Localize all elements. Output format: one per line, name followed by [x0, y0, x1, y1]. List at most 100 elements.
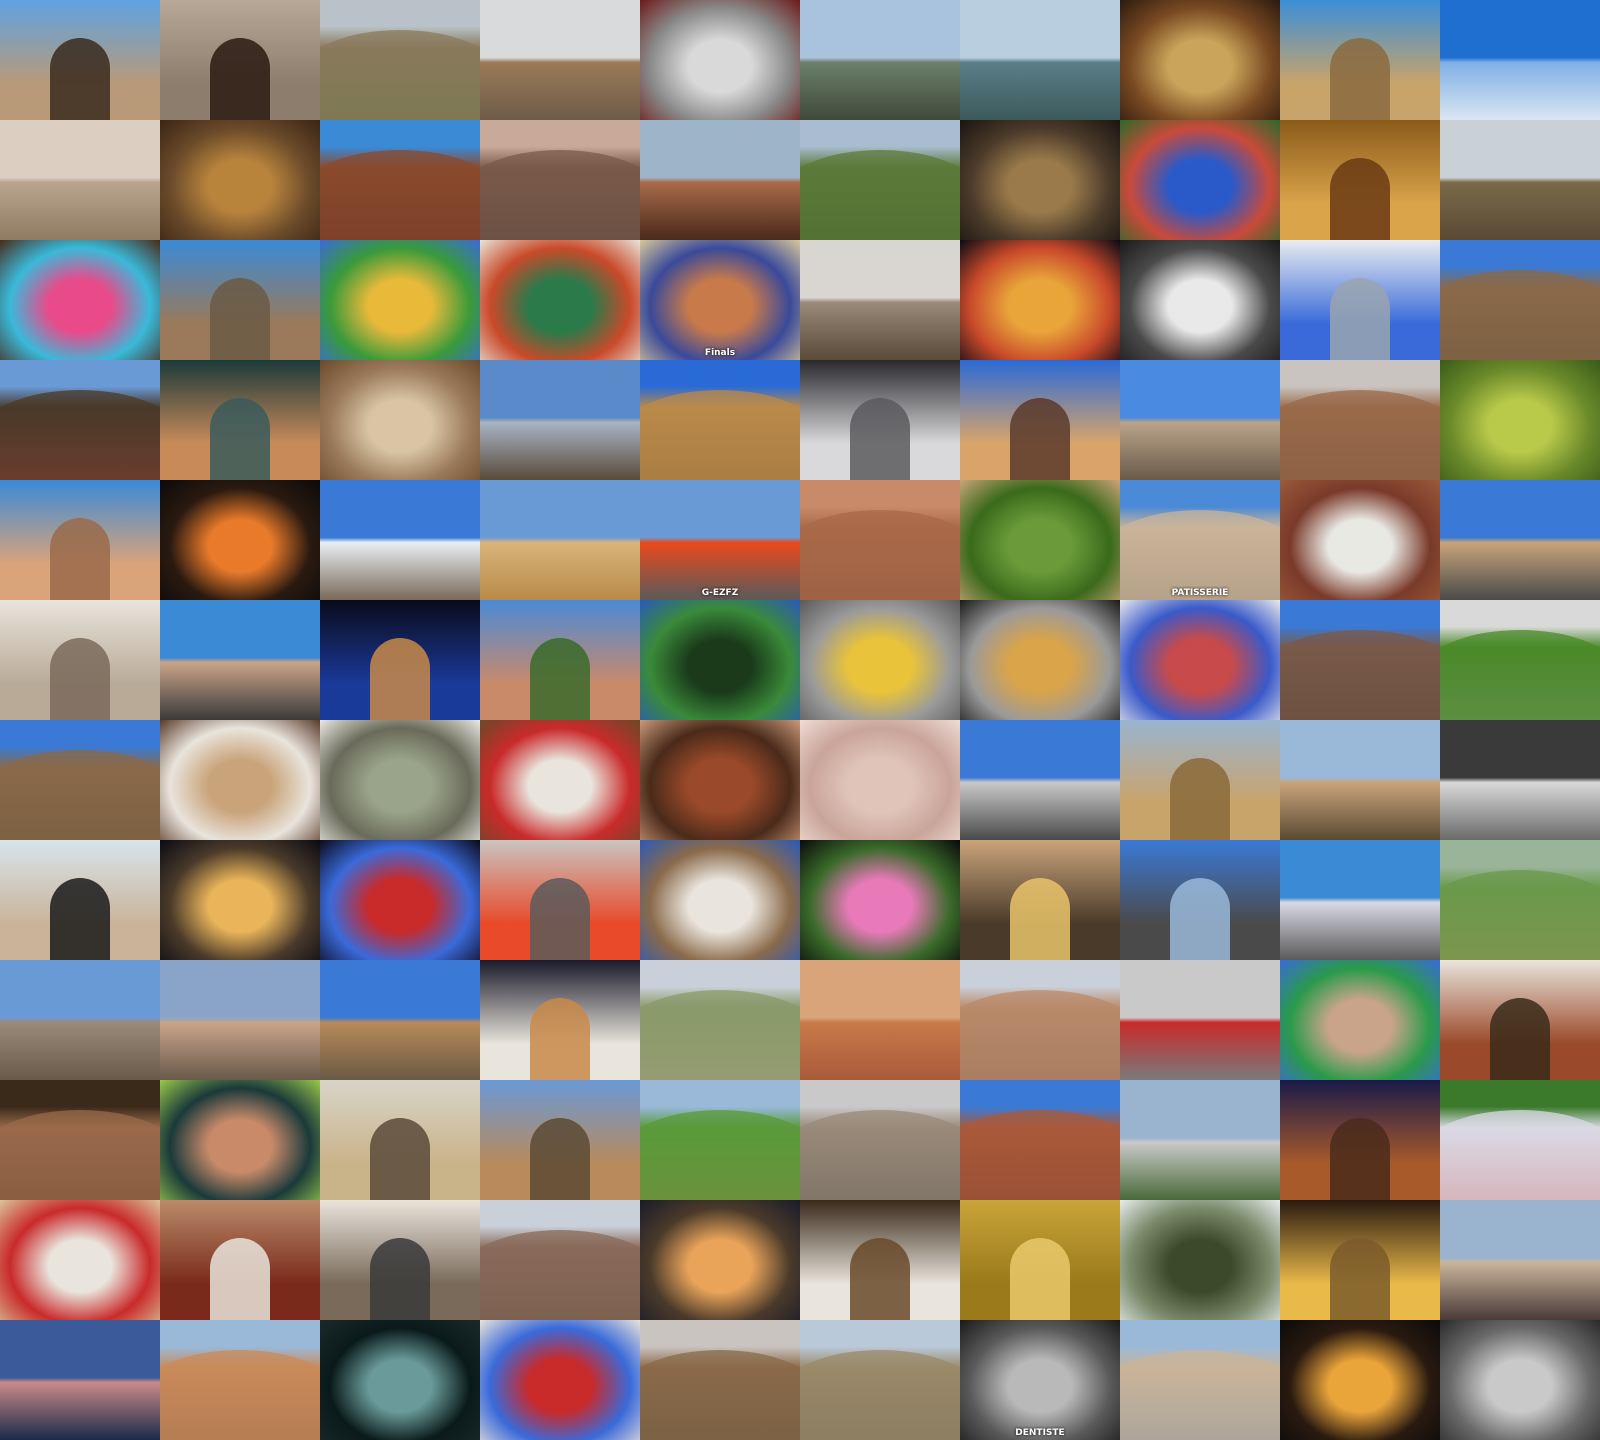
photo-tile[interactable]: [1280, 1320, 1440, 1440]
photo-tile[interactable]: [640, 0, 800, 120]
photo-tile[interactable]: [960, 240, 1120, 360]
photo-tile[interactable]: [160, 960, 320, 1080]
photo-tile[interactable]: [800, 120, 960, 240]
photo-tile[interactable]: [480, 720, 640, 840]
photo-tile[interactable]: [1440, 720, 1600, 840]
photo-tile[interactable]: [320, 360, 480, 480]
photo-tile[interactable]: [320, 720, 480, 840]
photo-tile[interactable]: [0, 1080, 160, 1200]
photo-tile[interactable]: [640, 600, 800, 720]
photo-tile[interactable]: [320, 1320, 480, 1440]
photo-tile[interactable]: [160, 0, 320, 120]
photo-tile[interactable]: [1280, 1200, 1440, 1320]
photo-tile[interactable]: [640, 960, 800, 1080]
photo-tile[interactable]: [1120, 1080, 1280, 1200]
photo-tile[interactable]: [480, 360, 640, 480]
photo-tile[interactable]: [160, 1320, 320, 1440]
photo-tile[interactable]: [1120, 120, 1280, 240]
photo-tile[interactable]: [800, 480, 960, 600]
photo-tile[interactable]: [800, 240, 960, 360]
photo-tile[interactable]: [1440, 1320, 1600, 1440]
photo-tile[interactable]: [1120, 360, 1280, 480]
photo-tile[interactable]: PATISSERIE: [1120, 480, 1280, 600]
photo-tile[interactable]: [320, 0, 480, 120]
photo-tile[interactable]: [480, 480, 640, 600]
photo-tile[interactable]: [160, 240, 320, 360]
photo-tile[interactable]: [480, 240, 640, 360]
photo-tile[interactable]: [1440, 960, 1600, 1080]
photo-tile[interactable]: [1120, 1320, 1280, 1440]
photo-tile[interactable]: [960, 120, 1120, 240]
photo-tile[interactable]: [0, 480, 160, 600]
photo-tile[interactable]: [480, 840, 640, 960]
photo-tile[interactable]: [1440, 600, 1600, 720]
photo-tile[interactable]: [1440, 120, 1600, 240]
photo-tile[interactable]: [1280, 600, 1440, 720]
photo-tile[interactable]: [160, 480, 320, 600]
photo-tile[interactable]: [960, 960, 1120, 1080]
photo-tile[interactable]: [800, 1200, 960, 1320]
photo-tile[interactable]: [960, 1200, 1120, 1320]
photo-tile[interactable]: [1440, 240, 1600, 360]
photo-tile[interactable]: [320, 600, 480, 720]
photo-tile[interactable]: [480, 0, 640, 120]
photo-tile[interactable]: [320, 240, 480, 360]
photo-tile[interactable]: [1120, 600, 1280, 720]
photo-tile[interactable]: [320, 1200, 480, 1320]
photo-tile[interactable]: [0, 120, 160, 240]
photo-tile[interactable]: [960, 360, 1120, 480]
photo-tile[interactable]: [1280, 120, 1440, 240]
photo-tile[interactable]: [160, 840, 320, 960]
photo-tile[interactable]: [160, 600, 320, 720]
photo-tile[interactable]: [1440, 360, 1600, 480]
photo-tile[interactable]: [320, 480, 480, 600]
photo-tile[interactable]: [800, 360, 960, 480]
photo-tile[interactable]: [1120, 840, 1280, 960]
photo-tile[interactable]: [480, 1200, 640, 1320]
photo-tile[interactable]: [960, 1080, 1120, 1200]
photo-tile[interactable]: [0, 0, 160, 120]
photo-tile[interactable]: [1280, 480, 1440, 600]
photo-tile[interactable]: [960, 480, 1120, 600]
photo-tile[interactable]: [320, 840, 480, 960]
photo-tile[interactable]: [640, 1320, 800, 1440]
photo-tile[interactable]: [1280, 720, 1440, 840]
photo-tile[interactable]: [0, 1200, 160, 1320]
photo-tile[interactable]: [160, 720, 320, 840]
photo-tile[interactable]: [0, 240, 160, 360]
photo-tile[interactable]: [0, 360, 160, 480]
photo-tile[interactable]: [1280, 0, 1440, 120]
photo-tile[interactable]: [0, 600, 160, 720]
photo-tile[interactable]: [640, 120, 800, 240]
photo-tile[interactable]: Finals: [640, 240, 800, 360]
photo-tile[interactable]: [640, 1080, 800, 1200]
photo-tile[interactable]: [1120, 960, 1280, 1080]
photo-tile[interactable]: [1280, 840, 1440, 960]
photo-tile[interactable]: [160, 120, 320, 240]
photo-tile[interactable]: [480, 1080, 640, 1200]
photo-tile[interactable]: [960, 0, 1120, 120]
photo-tile[interactable]: [800, 960, 960, 1080]
photo-tile[interactable]: [1440, 840, 1600, 960]
photo-tile[interactable]: [0, 840, 160, 960]
photo-tile[interactable]: [160, 1200, 320, 1320]
photo-tile[interactable]: DENTISTE: [960, 1320, 1120, 1440]
photo-tile[interactable]: [480, 600, 640, 720]
photo-tile[interactable]: [800, 1320, 960, 1440]
photo-tile[interactable]: [1120, 1200, 1280, 1320]
photo-tile[interactable]: [960, 840, 1120, 960]
photo-tile[interactable]: [640, 840, 800, 960]
photo-tile[interactable]: [160, 360, 320, 480]
photo-tile[interactable]: [0, 720, 160, 840]
photo-tile[interactable]: [480, 120, 640, 240]
photo-tile[interactable]: [0, 1320, 160, 1440]
photo-tile[interactable]: [640, 360, 800, 480]
photo-tile[interactable]: [480, 960, 640, 1080]
photo-tile[interactable]: [480, 1320, 640, 1440]
photo-tile[interactable]: [320, 960, 480, 1080]
photo-tile[interactable]: [1440, 480, 1600, 600]
photo-tile[interactable]: [800, 720, 960, 840]
photo-tile[interactable]: [1280, 240, 1440, 360]
photo-tile[interactable]: [1280, 960, 1440, 1080]
photo-tile[interactable]: [1440, 0, 1600, 120]
